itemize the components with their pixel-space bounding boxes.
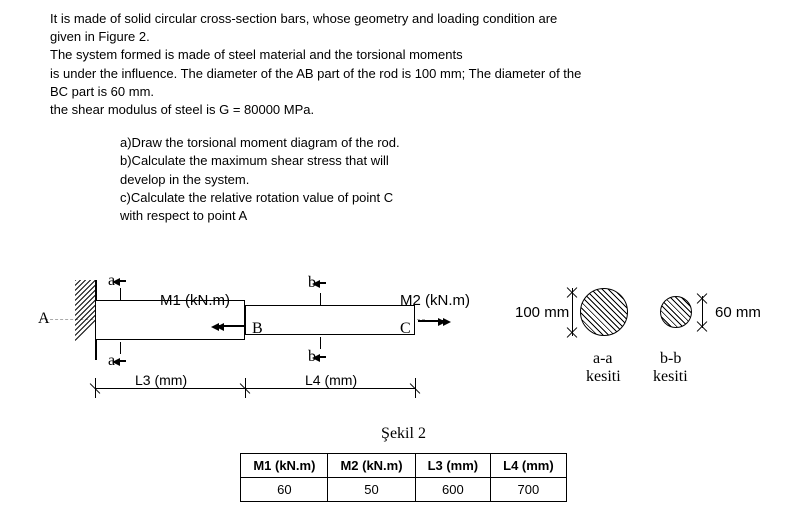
wall-hatch: [75, 280, 95, 360]
problem-statement: It is made of solid circular cross-secti…: [50, 10, 787, 119]
figure-caption: Şekil 2: [20, 425, 787, 443]
point-b-label: B: [252, 320, 263, 338]
figure-2: a a b b A B C M1 (kN.m) M2 (kN.m) L3 (mm…: [20, 250, 780, 420]
intro-line: BC part is 60 mm.: [50, 83, 787, 101]
intro-line: given in Figure 2.: [50, 28, 787, 46]
th-m2: M2 (kN.m): [328, 454, 415, 478]
data-table: M1 (kN.m) M2 (kN.m) L3 (mm) L4 (mm) 60 5…: [240, 453, 566, 502]
section-a-top-arrow: [116, 280, 126, 282]
bb-label: b-b: [660, 350, 681, 368]
d100-label: 100 mm: [515, 304, 569, 321]
section-b-bot-arrow: [316, 356, 326, 358]
bb-dimline: [702, 296, 703, 328]
task-list: a)Draw the torsional moment diagram of t…: [120, 134, 787, 225]
m1-arrow: [220, 325, 244, 327]
section-a-bot-arrow: [116, 360, 126, 362]
section-aa-circle: [580, 288, 628, 336]
section-b-top-arrow: [316, 282, 326, 284]
m1-label: M1 (kN.m): [160, 292, 230, 309]
task-c2: with respect to point A: [120, 207, 787, 225]
intro-line: The system formed is made of steel mater…: [50, 46, 787, 64]
m2-arrow2: [423, 320, 447, 322]
th-l3: L3 (mm): [415, 454, 491, 478]
l3-line: [95, 388, 245, 389]
td-m2: 50: [328, 478, 415, 502]
aa-dimline: [572, 288, 573, 336]
point-a-label: A: [38, 310, 50, 328]
point-c-label: C: [400, 320, 411, 338]
task-b: b)Calculate the maximum shear stress tha…: [120, 152, 787, 170]
l3-label: L3 (mm): [135, 372, 187, 388]
task-b2: develop in the system.: [120, 171, 787, 189]
intro-line: the shear modulus of steel is G = 80000 …: [50, 101, 787, 119]
section-a-top-tick: [120, 288, 121, 300]
section-a-bot-tick: [120, 342, 121, 354]
section-b-bot-tick: [320, 337, 321, 349]
bb-kesiti: kesiti: [653, 368, 688, 386]
beam-bc: [245, 305, 415, 335]
l4-line: [245, 388, 415, 389]
task-c: c)Calculate the relative rotation value …: [120, 189, 787, 207]
section-b-top-tick: [320, 293, 321, 305]
task-a: a)Draw the torsional moment diagram of t…: [120, 134, 787, 152]
th-m1: M1 (kN.m): [241, 454, 328, 478]
m2-label: M2 (kN.m): [400, 292, 470, 309]
aa-kesiti: kesiti: [586, 368, 621, 386]
td-l3: 600: [415, 478, 491, 502]
m1-arrow2: [215, 325, 220, 327]
l4-label: L4 (mm): [305, 372, 357, 388]
intro-line: It is made of solid circular cross-secti…: [50, 10, 787, 28]
section-bb-circle: [660, 296, 692, 328]
th-l4: L4 (mm): [491, 454, 567, 478]
aa-label: a-a: [593, 350, 613, 368]
td-l4: 700: [491, 478, 567, 502]
d60-label: 60 mm: [715, 304, 761, 321]
td-m1: 60: [241, 478, 328, 502]
intro-line: is under the influence. The diameter of …: [50, 65, 787, 83]
